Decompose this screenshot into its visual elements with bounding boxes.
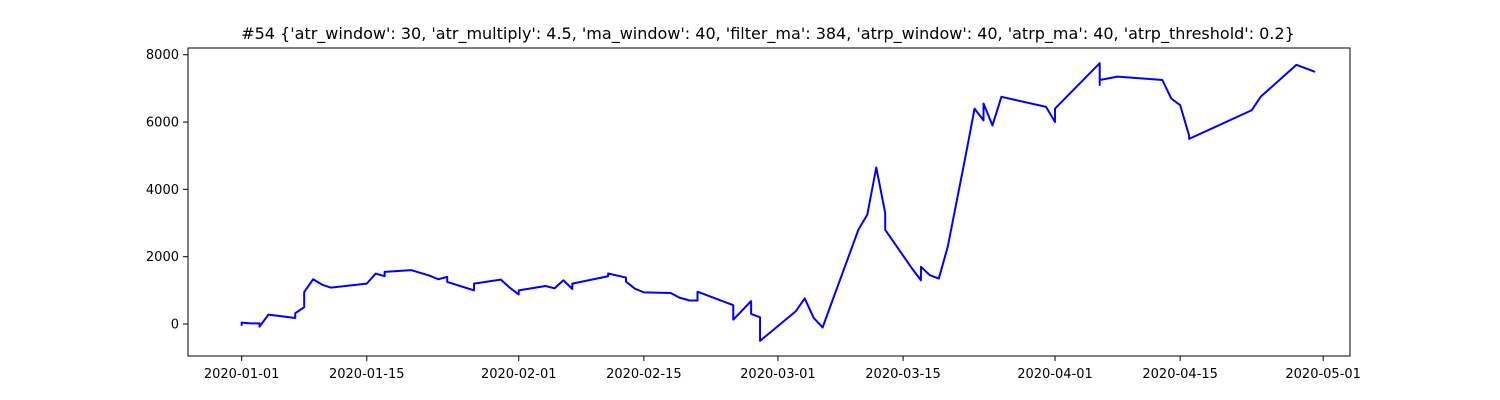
x-tick-label: 2020-01-15 (329, 367, 405, 382)
x-tick-label: 2020-04-15 (1142, 367, 1218, 382)
y-axis: 0 2000 4000 6000 8000 (146, 48, 188, 333)
y-tick-label: 6000 (146, 116, 179, 131)
x-tick-label: 2020-02-15 (606, 367, 682, 382)
plot-frame (187, 47, 1351, 357)
y-tick-label: 2000 (146, 250, 179, 265)
x-tick-label: 2020-04-01 (1017, 367, 1093, 382)
series-line-0 (240, 62, 1316, 342)
x-tick-label: 2020-03-01 (740, 367, 816, 382)
series-layer (240, 62, 1316, 342)
x-tick-label: 2020-01-01 (204, 367, 280, 382)
y-tick-label: 4000 (146, 183, 179, 198)
x-tick-label: 2020-05-01 (1285, 367, 1361, 382)
chart-title: #54 {'atr_window': 30, 'atr_multiply': 4… (241, 24, 1295, 44)
x-axis: 2020-01-01 2020-01-15 2020-02-01 2020-02-15… (204, 356, 1361, 382)
y-tick-label: 8000 (146, 48, 179, 63)
y-tick-label: 0 (171, 318, 179, 333)
x-tick-label: 2020-03-15 (865, 367, 941, 382)
x-tick-label: 2020-02-01 (481, 367, 557, 382)
